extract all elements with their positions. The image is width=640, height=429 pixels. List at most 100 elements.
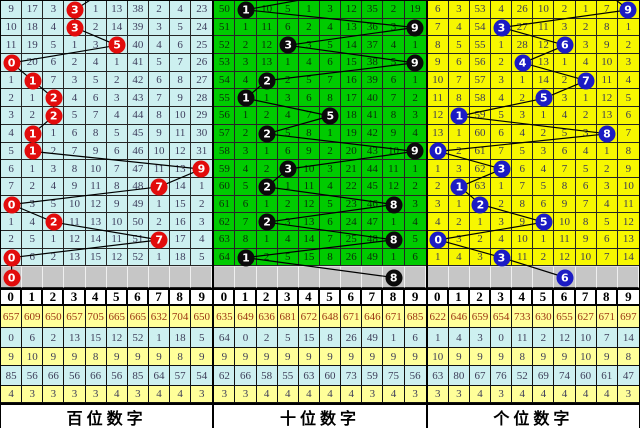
- miss-count-cell: 5: [298, 71, 320, 90]
- miss-count-cell: 10: [170, 107, 192, 125]
- miss-count-cell: 13: [64, 248, 86, 267]
- current-miss-cell: 2: [256, 328, 278, 349]
- miss-count-cell: 4: [85, 54, 107, 72]
- miss-count-cell: [43, 89, 65, 108]
- miss-count-cell: 59: [469, 107, 492, 125]
- miss-count-cell: 7: [235, 213, 257, 231]
- miss-count-cell: 15: [170, 195, 192, 214]
- miss-count-cell: 2: [22, 107, 44, 125]
- miss-count-cell: 2: [277, 195, 299, 214]
- miss-count-cell: 14: [298, 230, 320, 249]
- max-miss-cell: 57: [170, 366, 192, 387]
- miss-count-cell: 2: [617, 36, 639, 55]
- miss-count-cell: 45: [127, 124, 149, 143]
- miss-count-cell: 41: [127, 54, 149, 72]
- miss-count-cell: 4: [277, 107, 299, 125]
- miss-count-cell: 64: [214, 248, 236, 267]
- max-consecutive-cell: 4: [533, 386, 555, 404]
- miss-count-cell: 4: [404, 124, 426, 143]
- miss-count-cell: 2: [448, 142, 470, 161]
- miss-count-cell: 18: [22, 18, 44, 37]
- miss-count-cell: 2: [64, 54, 86, 72]
- miss-count-cell: 4: [235, 160, 257, 178]
- miss-count-cell: 5: [596, 213, 618, 231]
- miss-count-cell: 11: [64, 213, 86, 231]
- miss-count-cell: 7: [106, 160, 128, 178]
- miss-count-cell: 4: [235, 71, 257, 90]
- miss-count-cell: 11: [298, 177, 320, 196]
- sum-cell: 646: [448, 306, 470, 329]
- miss-count-cell: 55: [469, 36, 492, 55]
- miss-count-cell: 9: [512, 213, 534, 231]
- miss-count-cell: 29: [191, 107, 213, 125]
- section-title: 个位数字: [427, 403, 639, 429]
- max-miss-cell: 74: [554, 366, 576, 387]
- miss-count-cell: 1: [427, 248, 449, 267]
- miss-count-cell: 52: [127, 248, 149, 267]
- miss-count-cell: 2: [491, 195, 513, 214]
- max-consecutive-cell: 4: [1, 386, 23, 404]
- digit-header-cell: 7: [148, 288, 171, 307]
- miss-count-cell: [1, 54, 23, 72]
- recommend-row-cell: [256, 266, 278, 289]
- max-consecutive-cell: 3: [64, 386, 86, 404]
- recommend-row-cell: [298, 266, 320, 289]
- miss-count-cell: [1, 248, 23, 267]
- miss-count-cell: 3: [469, 248, 492, 267]
- miss-count-cell: 10: [1, 18, 23, 37]
- miss-count-cell: 2: [148, 213, 171, 231]
- miss-count-cell: 49: [362, 248, 384, 267]
- miss-count-cell: 47: [127, 160, 149, 178]
- miss-count-cell: 8: [596, 18, 618, 37]
- miss-count-cell: [404, 54, 426, 72]
- current-miss-cell: 0: [235, 328, 257, 349]
- avg-miss-cell: 9: [235, 348, 257, 367]
- miss-count-cell: 44: [362, 160, 384, 178]
- miss-count-cell: 1: [298, 1, 320, 19]
- miss-count-cell: 38: [127, 1, 149, 19]
- miss-count-cell: 6: [43, 54, 65, 72]
- miss-count-cell: [512, 54, 534, 72]
- max-consecutive-cell: 4: [277, 386, 299, 404]
- miss-count-cell: 2: [596, 160, 618, 178]
- miss-count-cell: 38: [362, 54, 384, 72]
- miss-count-cell: 12: [617, 213, 639, 231]
- sum-cell: 622: [427, 306, 449, 329]
- miss-count-cell: 1: [256, 142, 278, 161]
- sum-cell: 655: [554, 306, 576, 329]
- miss-count-cell: 46: [127, 142, 149, 161]
- miss-count-cell: [191, 160, 213, 178]
- miss-count-cell: 15: [85, 248, 107, 267]
- miss-count-cell: 9: [298, 142, 320, 161]
- miss-count-cell: 35: [362, 1, 384, 19]
- digit-header-cell: 8: [596, 288, 618, 307]
- max-miss-cell: 47: [617, 366, 639, 387]
- recommend-row-cell: [383, 266, 405, 289]
- current-miss-cell: 3: [469, 328, 492, 349]
- miss-count-cell: 19: [341, 124, 363, 143]
- miss-count-cell: 11: [617, 195, 639, 214]
- miss-count-cell: 2: [469, 230, 492, 249]
- sum-cell: 646: [362, 306, 384, 329]
- miss-count-cell: 17: [22, 1, 44, 19]
- max-miss-cell: 54: [191, 366, 213, 387]
- miss-count-cell: 9: [575, 230, 597, 249]
- miss-count-cell: [491, 160, 513, 178]
- recommend-row-cell: [170, 266, 192, 289]
- miss-count-cell: 6: [277, 18, 299, 37]
- miss-count-cell: [383, 230, 405, 249]
- miss-count-cell: 4: [191, 230, 213, 249]
- recommend-row-cell: [1, 266, 23, 289]
- miss-count-cell: 19: [22, 36, 44, 55]
- miss-count-cell: 5: [170, 18, 192, 37]
- avg-miss-cell: 9: [43, 348, 65, 367]
- max-miss-cell: 64: [148, 366, 171, 387]
- digit-header-cell: 8: [383, 288, 405, 307]
- miss-count-cell: 2: [427, 177, 449, 196]
- digit-header-cell: 0: [1, 288, 23, 307]
- miss-count-cell: 7: [554, 160, 576, 178]
- digit-header-cell: 0: [214, 288, 236, 307]
- miss-count-cell: 2: [1, 230, 23, 249]
- miss-count-cell: 1: [277, 177, 299, 196]
